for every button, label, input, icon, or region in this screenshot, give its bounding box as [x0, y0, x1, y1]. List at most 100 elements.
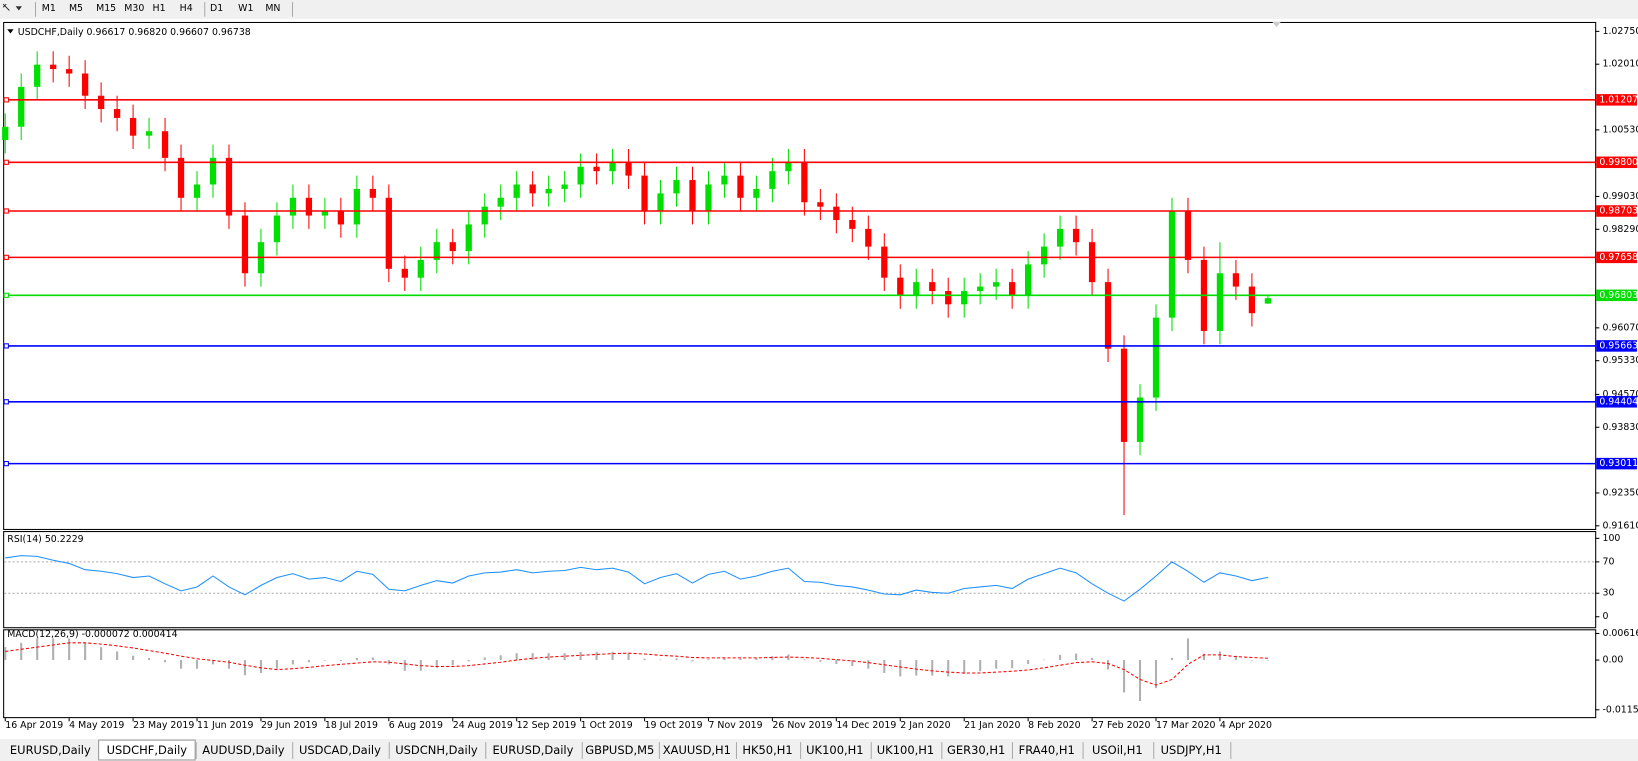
- tab-label[interactable]: USDCAD,Daily: [299, 743, 381, 757]
- candle-body: [801, 162, 808, 203]
- candle-body: [129, 117, 137, 136]
- candle-body: [82, 73, 89, 96]
- tab-active[interactable]: [98, 739, 196, 761]
- candle-body: [705, 184, 712, 212]
- candle-body: [945, 291, 952, 305]
- level-handle: [3, 97, 9, 103]
- tab-label[interactable]: EURUSD,Daily: [493, 743, 574, 757]
- x-tick-label: 23 May 2019: [133, 720, 194, 731]
- toolbar-dropdown[interactable]: [15, 6, 22, 11]
- tab-label[interactable]: FRA40,H1: [1019, 743, 1075, 757]
- candle-body: [177, 157, 185, 198]
- y-tick-label: 0.006167: [1602, 628, 1638, 639]
- macd-bar: [915, 660, 918, 676]
- panel-title: USDCHF,Daily 0.96617 0.96820 0.96607 0.9…: [18, 27, 251, 38]
- macd-bar: [595, 651, 598, 661]
- tab-bar: [0, 739, 1638, 761]
- macd-bar: [867, 660, 870, 669]
- tab-label[interactable]: HK50,H1: [742, 743, 792, 757]
- panel-title: MACD(12,26,9) -0.000072 0.000414: [7, 629, 177, 640]
- candle-body: [625, 162, 632, 176]
- chart-menu-arrow[interactable]: [7, 29, 14, 34]
- tab-label[interactable]: USDCHF,Daily: [107, 743, 188, 757]
- x-tick-label: 21 Jan 2020: [964, 720, 1020, 731]
- macd-bar: [211, 660, 215, 665]
- tab-label[interactable]: USDCNH,Daily: [395, 743, 478, 757]
- macd-bar: [1234, 655, 1237, 661]
- macd-bar: [1091, 657, 1094, 661]
- rsi-panel: [3, 531, 1597, 629]
- candle-body: [481, 206, 488, 225]
- candle-body: [737, 175, 744, 198]
- candle-body: [1009, 282, 1016, 296]
- tab-label[interactable]: UK100,H1: [877, 743, 934, 757]
- candle-body: [273, 215, 281, 243]
- macd-bar: [835, 660, 838, 664]
- tab-label[interactable]: USOil,H1: [1092, 743, 1143, 757]
- candle-body: [513, 184, 520, 198]
- macd-bar: [52, 638, 55, 661]
- macd-bar: [1011, 660, 1014, 669]
- candle-body: [769, 171, 776, 189]
- candle-body: [1184, 211, 1192, 260]
- timeframe-button[interactable]: H4: [180, 3, 193, 14]
- timeframe-button[interactable]: M15: [96, 3, 116, 14]
- macd-bar: [403, 660, 406, 671]
- candle-body: [2, 126, 9, 141]
- toolbar-icon[interactable]: [2, 3, 10, 11]
- tab-label[interactable]: GBPUSD,M5: [585, 743, 654, 757]
- macd-bar: [4, 647, 7, 661]
- tab-label[interactable]: GER30,H1: [947, 743, 1005, 757]
- y-tick-label: 0: [1602, 611, 1608, 622]
- macd-bar: [1154, 660, 1158, 689]
- macd-bar: [1059, 654, 1062, 661]
- macd-bar: [164, 660, 167, 663]
- candle-body: [785, 162, 792, 172]
- candle-body: [1056, 228, 1064, 247]
- timeframe-button[interactable]: M30: [124, 3, 144, 14]
- x-tick-label: 16 Apr 2019: [5, 720, 63, 731]
- macd-bar: [1202, 653, 1205, 661]
- candle-body: [753, 188, 760, 198]
- macd-bar: [771, 656, 774, 661]
- macd-bar: [1122, 660, 1126, 693]
- macd-bar: [100, 647, 103, 661]
- macd-bar: [643, 658, 646, 661]
- tab-label[interactable]: AUDUSD,Daily: [202, 743, 285, 757]
- macd-bar: [675, 658, 678, 661]
- macd-bar: [259, 660, 262, 673]
- timeframe-button[interactable]: MN: [265, 3, 280, 14]
- macd-bar: [1138, 660, 1142, 702]
- timeframe-button[interactable]: M1: [42, 3, 56, 14]
- level-label-box: [1596, 94, 1637, 106]
- timeframe-button[interactable]: M5: [69, 3, 83, 14]
- macd-bar: [979, 660, 982, 672]
- x-tick-label: 7 Nov 2019: [708, 720, 762, 731]
- tab-label[interactable]: EURUSD,Daily: [10, 743, 91, 757]
- tab-label[interactable]: USDJPY,H1: [1161, 743, 1222, 757]
- macd-bar: [755, 658, 758, 661]
- macd-bar: [435, 660, 438, 668]
- candle-body: [241, 215, 249, 274]
- macd-bar: [739, 658, 742, 661]
- x-tick-label: 27 Feb 2020: [1092, 720, 1150, 731]
- candle-body: [993, 282, 1000, 287]
- x-tick-label: 4 May 2019: [69, 720, 124, 731]
- macd-bar: [355, 657, 358, 661]
- level-handle: [3, 461, 9, 467]
- candle-body: [113, 109, 121, 118]
- tab-label[interactable]: UK100,H1: [806, 743, 863, 757]
- timeframe-button[interactable]: D1: [210, 3, 223, 14]
- timeframe-button[interactable]: W1: [238, 3, 253, 14]
- timeframe-button[interactable]: H1: [153, 3, 166, 14]
- level-handle: [3, 343, 9, 349]
- candle-body: [817, 202, 824, 207]
- tab-label[interactable]: XAUUSD,H1: [663, 743, 731, 757]
- macd-bar: [227, 660, 231, 669]
- macd-bar: [483, 657, 486, 661]
- level-label: 0.98703: [1599, 205, 1638, 216]
- candle-body: [593, 166, 600, 172]
- candle-body: [193, 184, 201, 198]
